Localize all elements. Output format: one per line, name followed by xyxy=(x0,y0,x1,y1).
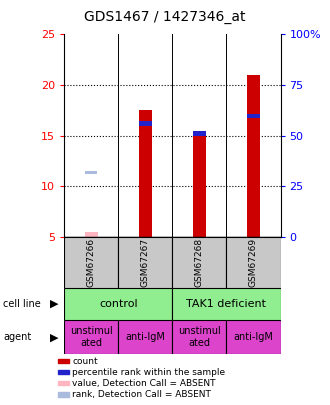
Bar xyxy=(173,288,280,320)
Bar xyxy=(226,320,280,354)
Text: GSM67269: GSM67269 xyxy=(249,238,258,287)
Bar xyxy=(173,320,226,354)
Text: value, Detection Call = ABSENT: value, Detection Call = ABSENT xyxy=(73,379,216,388)
Bar xyxy=(139,111,152,237)
Text: anti-IgM: anti-IgM xyxy=(234,332,274,342)
Text: anti-IgM: anti-IgM xyxy=(125,332,165,342)
Bar xyxy=(85,171,97,174)
Bar xyxy=(64,237,118,288)
Text: GSM67266: GSM67266 xyxy=(87,238,96,287)
Bar xyxy=(118,237,173,288)
Text: unstimul
ated: unstimul ated xyxy=(70,326,113,348)
Text: GSM67267: GSM67267 xyxy=(141,238,150,287)
Text: count: count xyxy=(73,357,98,366)
Bar xyxy=(226,237,280,288)
Text: agent: agent xyxy=(3,332,32,342)
Bar xyxy=(247,114,260,118)
Text: unstimul
ated: unstimul ated xyxy=(178,326,221,348)
Bar xyxy=(118,320,173,354)
Bar xyxy=(247,75,260,237)
Bar xyxy=(193,136,206,237)
Bar xyxy=(58,370,69,374)
Bar xyxy=(58,392,69,396)
Bar xyxy=(173,237,226,288)
Bar xyxy=(139,121,152,126)
Text: rank, Detection Call = ABSENT: rank, Detection Call = ABSENT xyxy=(73,390,211,399)
Text: control: control xyxy=(99,299,138,309)
Text: GSM67268: GSM67268 xyxy=(195,238,204,287)
Bar xyxy=(193,131,206,136)
Text: ▶: ▶ xyxy=(50,332,58,342)
Bar xyxy=(64,320,118,354)
Bar xyxy=(58,359,69,363)
Text: percentile rank within the sample: percentile rank within the sample xyxy=(73,368,226,377)
Bar xyxy=(58,381,69,385)
Bar xyxy=(84,232,98,237)
Text: ▶: ▶ xyxy=(50,299,58,309)
Text: GDS1467 / 1427346_at: GDS1467 / 1427346_at xyxy=(84,10,246,24)
Text: TAK1 deficient: TAK1 deficient xyxy=(186,299,266,309)
Text: cell line: cell line xyxy=(3,299,41,309)
Bar xyxy=(64,288,173,320)
